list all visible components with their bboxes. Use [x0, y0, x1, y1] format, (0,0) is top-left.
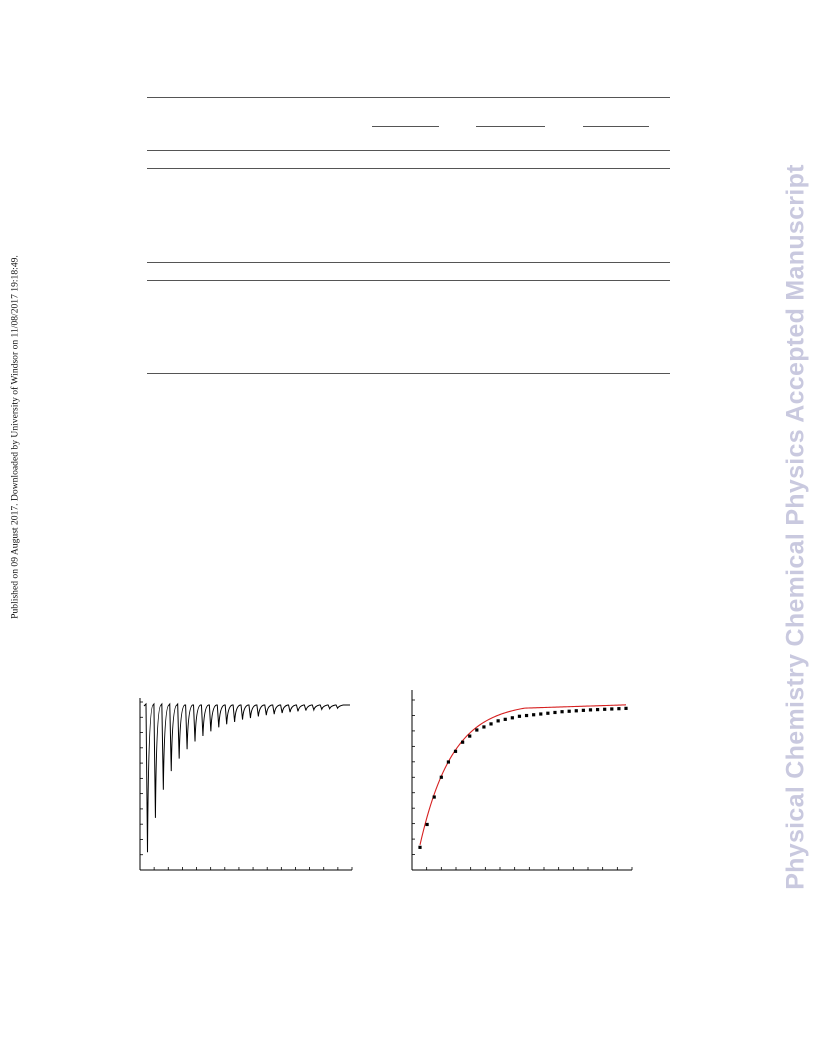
column-group-rule-3 — [583, 126, 649, 127]
data-point — [588, 708, 593, 712]
thermogram-trace — [143, 702, 350, 853]
data-point — [517, 714, 522, 718]
table-bottom-rule — [147, 373, 670, 374]
data-point — [560, 710, 564, 714]
fit-curve — [419, 704, 627, 846]
data-point — [439, 775, 443, 779]
data-point — [524, 713, 529, 718]
data-point — [503, 717, 507, 721]
side-note: Published on 09 August 2017. Downloaded … — [3, 0, 27, 1056]
table-header-rule — [147, 150, 670, 151]
data-point — [418, 845, 422, 849]
publication-note: Published on 09 August 2017. Downloaded … — [9, 255, 21, 619]
data-point — [461, 740, 465, 744]
data-point — [496, 719, 500, 723]
data-point — [482, 725, 486, 729]
column-group-rule-2 — [476, 126, 545, 127]
data-point — [617, 707, 621, 711]
isotherm-figure — [404, 684, 642, 880]
data-point — [553, 710, 557, 715]
data-point — [539, 712, 543, 716]
thermogram-figure — [130, 690, 360, 880]
data-point — [453, 749, 458, 753]
section-2-top-rule — [147, 262, 670, 263]
data-point — [432, 795, 436, 799]
data-point — [567, 709, 571, 713]
data-point — [425, 822, 429, 827]
data-point — [468, 734, 472, 738]
data-point — [603, 707, 607, 711]
data-point — [546, 711, 550, 715]
thermogram-chart — [139, 698, 353, 871]
data-point — [489, 722, 493, 726]
isotherm-chart — [411, 690, 633, 871]
data-point — [446, 760, 451, 764]
data-point — [574, 709, 578, 713]
watermark: Physical Chemistry Chemical Physics Acce… — [768, 0, 816, 1056]
data-point — [581, 708, 585, 712]
column-group-rule-1 — [372, 126, 439, 127]
data-point — [610, 707, 614, 711]
section-2-rule — [147, 280, 670, 281]
watermark-text: Physical Chemistry Chemical Physics Acce… — [781, 164, 810, 890]
data-point — [624, 706, 628, 710]
data-point — [475, 728, 479, 732]
table-top-rule — [147, 97, 670, 98]
data-point — [595, 707, 600, 712]
data-point — [532, 713, 536, 717]
section-1-rule — [147, 168, 670, 169]
data-point — [510, 716, 514, 720]
